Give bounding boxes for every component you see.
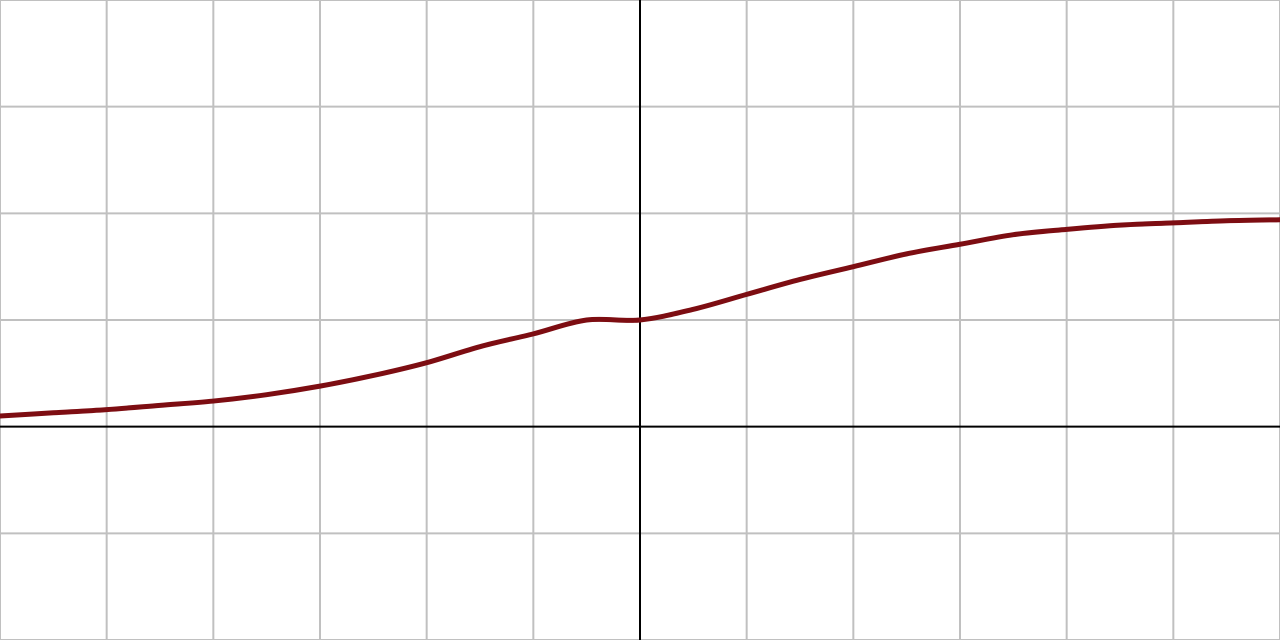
series-group — [0, 217, 1280, 419]
series-line-0 — [0, 217, 1280, 419]
